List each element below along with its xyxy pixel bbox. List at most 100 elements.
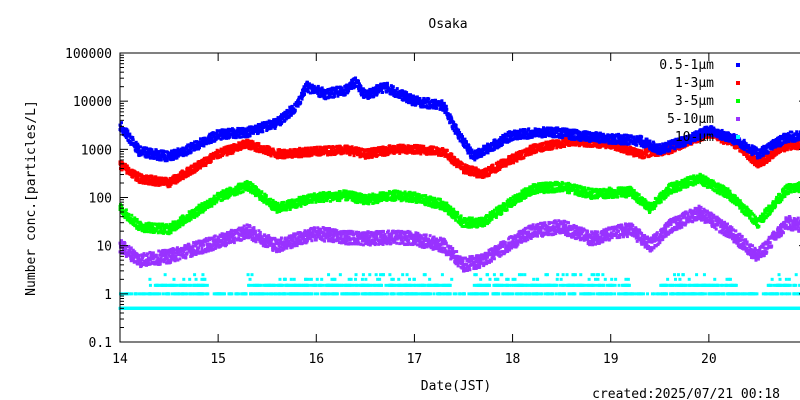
data-point: [267, 234, 271, 238]
data-point: [305, 238, 309, 242]
point-10um: [357, 292, 361, 296]
point-10um: [382, 292, 386, 296]
data-point: [531, 223, 535, 227]
data-point: [225, 231, 229, 235]
point-10um: [274, 283, 278, 287]
point-10um: [794, 273, 798, 277]
data-point: [170, 251, 174, 255]
point-10um: [153, 292, 157, 296]
point-10um: [257, 283, 261, 287]
data-point: [432, 245, 436, 249]
data-point: [218, 233, 222, 237]
data-point: [354, 242, 358, 246]
data-point: [408, 230, 412, 234]
data-point: [204, 250, 208, 254]
data-point: [123, 241, 127, 245]
point-10um: [264, 292, 268, 296]
point-10um: [532, 277, 536, 281]
data-point: [275, 250, 279, 254]
data-point: [451, 246, 455, 250]
point-10um: [248, 283, 252, 287]
point-10um: [401, 273, 405, 277]
data-point: [148, 258, 152, 262]
data-point: [419, 234, 423, 238]
point-10um: [689, 283, 693, 287]
data-point: [314, 236, 318, 240]
data-point: [176, 258, 180, 262]
data-point: [279, 238, 283, 242]
data-point: [461, 257, 465, 261]
data-point: [489, 259, 493, 263]
data-point: [204, 237, 208, 241]
data-point: [464, 262, 468, 266]
data-point: [301, 241, 305, 245]
data-point: [325, 227, 329, 231]
data-point: [366, 230, 370, 234]
data-point: [460, 266, 464, 270]
data-point: [249, 230, 253, 234]
data-point: [201, 251, 205, 255]
point-10um: [592, 283, 596, 287]
data-point: [290, 235, 294, 239]
data-point: [244, 234, 248, 238]
data-point: [631, 224, 635, 228]
data-point: [467, 260, 471, 264]
data-point: [393, 240, 397, 244]
data-point: [143, 253, 147, 257]
data-point: [212, 240, 216, 244]
data-point: [238, 226, 242, 230]
point-10um: [274, 292, 278, 296]
point-10um: [352, 283, 356, 287]
data-point: [377, 231, 381, 235]
point-10um: [442, 292, 446, 296]
point-10um: [778, 277, 782, 281]
data-point: [345, 238, 349, 242]
data-point: [119, 245, 123, 249]
point-10um: [172, 277, 176, 281]
chart-title: Osaka: [428, 17, 467, 32]
point-10um: [640, 292, 644, 296]
point-10um: [511, 277, 515, 281]
point-10um: [606, 292, 610, 296]
data-point: [422, 237, 426, 241]
point-10um: [278, 292, 282, 296]
data-point: [327, 228, 331, 232]
data-point: [361, 233, 365, 237]
point-10um: [185, 283, 189, 287]
data-point: [171, 257, 175, 261]
data-point: [337, 240, 341, 244]
point-10um: [423, 283, 427, 287]
point-10um: [614, 277, 618, 281]
point-10um: [573, 273, 577, 277]
point-10um: [716, 283, 720, 287]
data-point: [444, 241, 448, 245]
point-10um: [617, 283, 621, 287]
data-point: [443, 239, 447, 243]
point-10um: [283, 292, 287, 296]
data-point: [133, 250, 137, 254]
data-point: [130, 251, 134, 255]
point-10um: [167, 292, 171, 296]
point-10um: [203, 277, 207, 281]
point-10um: [673, 273, 677, 277]
data-point: [395, 237, 399, 241]
data-point: [503, 240, 507, 244]
data-point: [375, 236, 379, 240]
point-10um: [708, 292, 712, 296]
data-point: [305, 231, 309, 235]
point-10um: [142, 292, 146, 296]
point-10um: [430, 283, 434, 287]
data-point: [395, 232, 399, 236]
point-10um: [497, 292, 501, 296]
point-10um: [448, 292, 452, 296]
data-point: [430, 245, 434, 249]
point-10um: [330, 277, 334, 281]
data-point: [230, 229, 234, 233]
data-point: [329, 229, 333, 233]
data-point: [332, 234, 336, 238]
point-10um: [546, 292, 550, 296]
point-10um: [347, 277, 351, 281]
point-10um: [310, 292, 314, 296]
data-point: [224, 243, 228, 247]
point-10um: [166, 283, 170, 287]
